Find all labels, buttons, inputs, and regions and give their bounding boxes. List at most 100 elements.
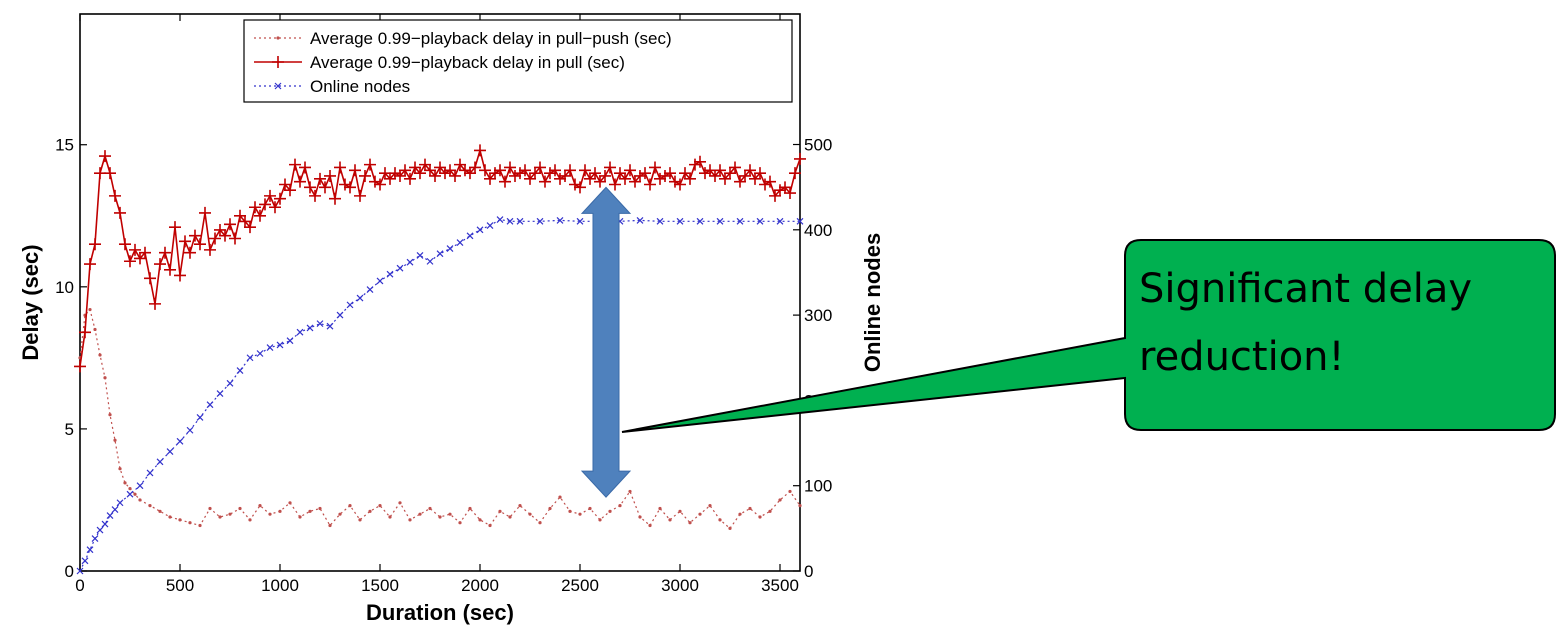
- data-point: [689, 158, 701, 171]
- data-point: [409, 161, 421, 174]
- data-point: [136, 482, 144, 490]
- data-point: [516, 217, 524, 225]
- y2-tick-label: 400: [804, 221, 832, 240]
- y-tick-label: 0: [65, 562, 74, 581]
- data-point: [96, 526, 104, 534]
- data-point: [178, 518, 182, 522]
- data-point: [279, 178, 291, 191]
- data-point: [696, 217, 704, 225]
- data-point: [638, 515, 642, 519]
- data-point: [149, 297, 161, 310]
- data-point: [509, 169, 521, 182]
- data-point: [439, 167, 451, 180]
- data-point: [656, 217, 664, 225]
- data-point: [568, 509, 572, 513]
- legend-label: Average 0.99−playback delay in pull−push…: [310, 29, 672, 48]
- x-tick-label: 0: [75, 576, 84, 595]
- data-point: [729, 161, 741, 174]
- data-point: [488, 523, 492, 528]
- data-point: [694, 155, 706, 168]
- data-point: [269, 201, 281, 214]
- x-tick-label: 1000: [261, 576, 299, 595]
- data-point: [289, 158, 301, 171]
- data-point: [168, 515, 172, 519]
- data-point: [299, 161, 311, 174]
- data-point: [394, 169, 406, 182]
- data-point: [779, 181, 791, 194]
- data-point: [518, 504, 522, 508]
- data-point: [494, 164, 506, 177]
- data-point: [784, 187, 796, 200]
- data-point: [548, 506, 552, 511]
- data-point: [389, 167, 401, 180]
- data-point: [539, 175, 551, 188]
- data-point: [768, 509, 772, 513]
- data-point: [339, 178, 351, 191]
- data-point: [146, 469, 154, 477]
- data-point: [319, 181, 331, 194]
- data-point: [91, 535, 99, 543]
- data-point: [288, 501, 292, 505]
- data-point: [79, 326, 91, 339]
- data-point: [364, 158, 376, 171]
- data-point: [101, 520, 109, 528]
- data-point: [266, 344, 274, 351]
- data-point: [396, 264, 404, 272]
- data-point: [594, 175, 606, 188]
- data-point: [406, 258, 414, 266]
- data-point: [499, 175, 511, 188]
- data-point: [88, 307, 92, 312]
- data-point: [118, 467, 122, 471]
- data-point: [459, 164, 471, 177]
- data-point: [296, 328, 304, 336]
- data-point: [408, 518, 412, 522]
- data-point: [169, 221, 181, 234]
- data-point: [86, 546, 94, 554]
- data-point: [304, 181, 316, 194]
- data-point: [528, 512, 532, 516]
- x-tick-label: 3500: [761, 576, 799, 595]
- data-point: [669, 175, 681, 188]
- data-point: [208, 506, 212, 511]
- data-point: [84, 258, 96, 271]
- data-point: [598, 518, 602, 522]
- data-point: [718, 518, 722, 522]
- data-point: [714, 164, 726, 177]
- y2-tick-label: 0: [804, 562, 813, 581]
- data-point: [109, 189, 121, 202]
- data-point: [739, 169, 751, 182]
- data-point: [229, 232, 241, 245]
- data-point: [334, 161, 346, 174]
- data-point: [744, 164, 756, 177]
- data-point: [326, 322, 334, 330]
- data-point: [81, 557, 89, 565]
- data-point: [464, 167, 476, 180]
- x-tick-label: 3000: [661, 576, 699, 595]
- data-point: [388, 515, 392, 519]
- data-point: [369, 175, 381, 188]
- data-point: [628, 489, 632, 494]
- data-point: [378, 504, 382, 508]
- data-point: [684, 172, 696, 185]
- data-point: [176, 437, 184, 445]
- data-point: [134, 252, 146, 265]
- data-point: [148, 504, 152, 508]
- data-point: [498, 509, 502, 513]
- data-point: [599, 169, 611, 182]
- data-point: [138, 498, 142, 502]
- data-point: [774, 184, 786, 197]
- data-point: [544, 167, 556, 180]
- data-point: [309, 189, 321, 202]
- data-point: [719, 172, 731, 185]
- data-point: [316, 320, 324, 328]
- data-point: [123, 481, 127, 485]
- data-point: [736, 217, 744, 225]
- data-point: [414, 167, 426, 180]
- data-point: [89, 238, 101, 251]
- data-point: [366, 286, 374, 293]
- data-point: [204, 243, 216, 256]
- data-point: [519, 164, 531, 177]
- data-point: [446, 245, 454, 252]
- data-point: [259, 198, 271, 211]
